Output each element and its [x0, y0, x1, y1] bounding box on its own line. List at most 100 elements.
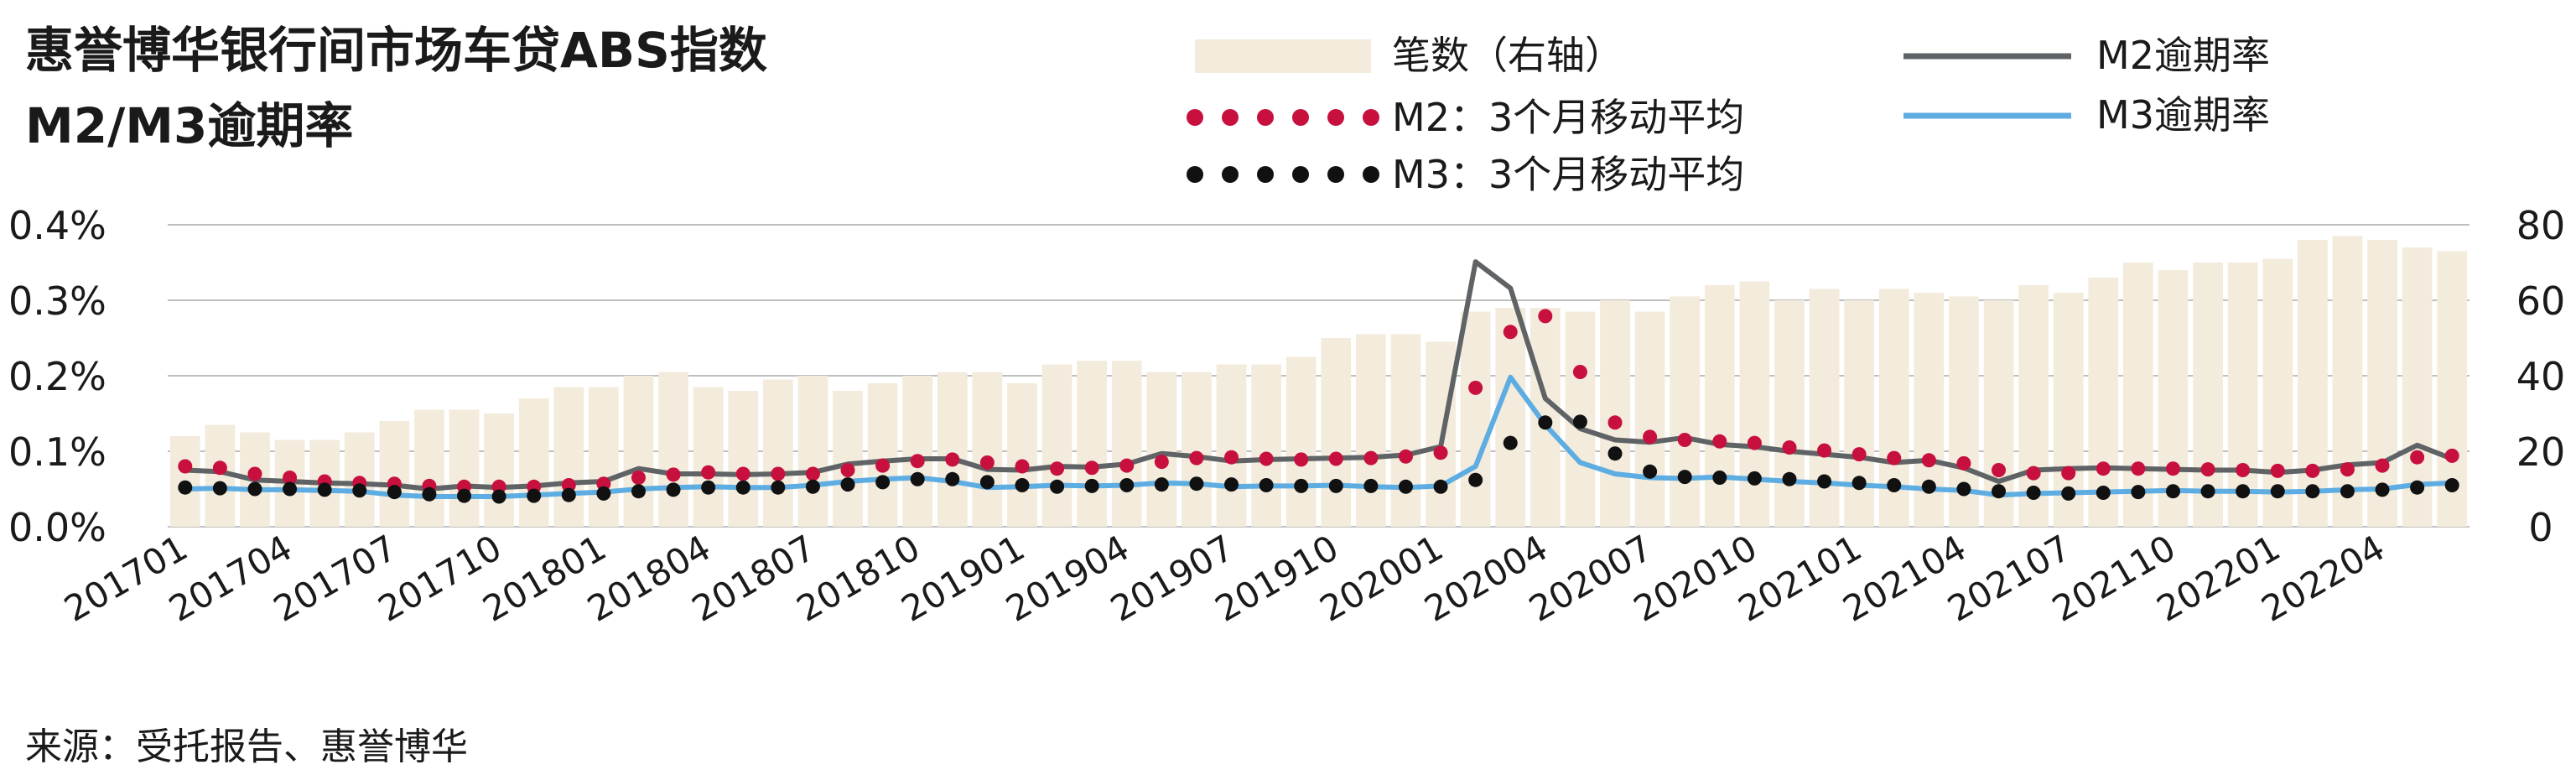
series-dot	[352, 483, 367, 498]
series-dot	[631, 471, 646, 485]
series-dot	[2444, 448, 2459, 463]
bar-series	[169, 236, 2468, 527]
y-right-tick-label: 40	[2516, 354, 2566, 399]
series-dot	[2444, 478, 2459, 492]
series-dot	[2200, 484, 2215, 499]
series-dot	[1468, 380, 1483, 395]
series-dot	[2236, 484, 2251, 499]
series-dot	[1433, 445, 1448, 460]
series-dot	[457, 488, 472, 503]
series-dot	[1468, 472, 1483, 487]
series-dot	[1015, 459, 1030, 474]
bar	[762, 379, 793, 527]
series-dot	[1572, 414, 1587, 429]
legend-m3-label: M3逾期率	[2096, 92, 2270, 138]
series-dot	[1259, 478, 1274, 492]
series-dot	[2061, 466, 2076, 481]
bar	[2367, 240, 2397, 527]
series-dot	[1328, 478, 1343, 493]
bar	[2332, 236, 2363, 527]
series-dot	[1817, 474, 1832, 489]
chart-title-line1: 惠誉博华银行间市场车贷ABS指数	[25, 22, 767, 79]
series-dot	[1154, 477, 1169, 492]
legend-bar-swatch	[1195, 39, 1371, 73]
series-dot	[387, 485, 402, 500]
series-dot	[875, 475, 891, 490]
y-axis-left: 0.0% 0.1% 0.2% 0.3% 0.4%	[8, 203, 106, 550]
series-dot	[805, 479, 820, 494]
bar	[1146, 372, 1177, 527]
series-dot	[910, 454, 925, 469]
legend-bar-label: 笔数（右轴）	[1392, 33, 1623, 78]
series-dot	[561, 487, 576, 502]
y-left-tick-label: 0.3%	[8, 278, 106, 324]
series-dot	[1643, 464, 1658, 479]
bar	[658, 372, 688, 527]
series-dot	[805, 466, 820, 481]
series-dot	[1294, 478, 1309, 493]
series-dot	[2236, 463, 2251, 477]
series-dot	[2061, 486, 2076, 501]
bar	[797, 376, 828, 527]
series-dot	[1712, 471, 1727, 485]
series-dot	[666, 467, 681, 482]
y-right-tick-label: 0	[2528, 505, 2553, 550]
series-dot	[561, 478, 576, 492]
series-dot	[1956, 455, 1971, 471]
series-dot	[840, 477, 855, 492]
bar	[693, 387, 724, 527]
bar	[937, 372, 968, 527]
chart-title-line2: M2/M3逾期率	[25, 97, 353, 154]
series-dot	[2096, 461, 2111, 476]
series-dot	[735, 466, 750, 481]
bar	[2123, 263, 2153, 527]
series-dot	[317, 482, 332, 497]
series-dot	[2026, 486, 2041, 500]
series-dot	[1782, 471, 1797, 486]
series-dot	[1259, 451, 1274, 466]
bar	[2227, 263, 2258, 527]
series-dot	[1084, 478, 1099, 493]
series-dot	[1643, 429, 1658, 445]
bar	[1321, 338, 1352, 527]
series-dot	[631, 484, 646, 499]
series-dot	[1363, 478, 1379, 493]
bar	[1007, 383, 1037, 527]
series-dot	[979, 455, 995, 470]
y-left-tick-label: 0.4%	[8, 203, 106, 248]
series-dot	[1852, 447, 1867, 462]
bar	[553, 387, 584, 527]
series-dot	[1084, 460, 1099, 476]
series-dot	[2305, 484, 2320, 499]
series-dot	[840, 463, 855, 477]
bar	[1844, 300, 1875, 527]
series-dot	[701, 480, 716, 495]
series-dot	[1992, 463, 2007, 477]
series-dot	[1747, 471, 1762, 486]
series-dot	[283, 481, 298, 497]
bar	[867, 383, 898, 527]
bar	[2402, 247, 2433, 527]
series-dot	[491, 479, 506, 494]
series-dot	[2340, 462, 2355, 477]
bar	[728, 391, 759, 527]
bar	[379, 421, 410, 527]
series-dot	[1607, 446, 1623, 461]
gridlines	[168, 224, 2470, 528]
series-dot	[1119, 478, 1135, 492]
bar	[902, 376, 933, 527]
bar	[2262, 258, 2293, 527]
series-dot	[2096, 486, 2111, 500]
bar	[833, 391, 863, 527]
series-dot	[1956, 481, 1971, 497]
bar	[484, 414, 514, 527]
series-dot	[2375, 458, 2390, 473]
series-dot	[247, 481, 262, 497]
series-dot	[178, 459, 193, 474]
series-dot	[945, 452, 960, 467]
y-right-tick-label: 20	[2516, 429, 2566, 475]
legend-m2-avg-swatch	[1187, 109, 1379, 126]
series-dot	[2410, 480, 2425, 495]
bar	[1390, 334, 1421, 527]
x-axis: 2017012017042017072017102018012018042018…	[57, 527, 2392, 630]
